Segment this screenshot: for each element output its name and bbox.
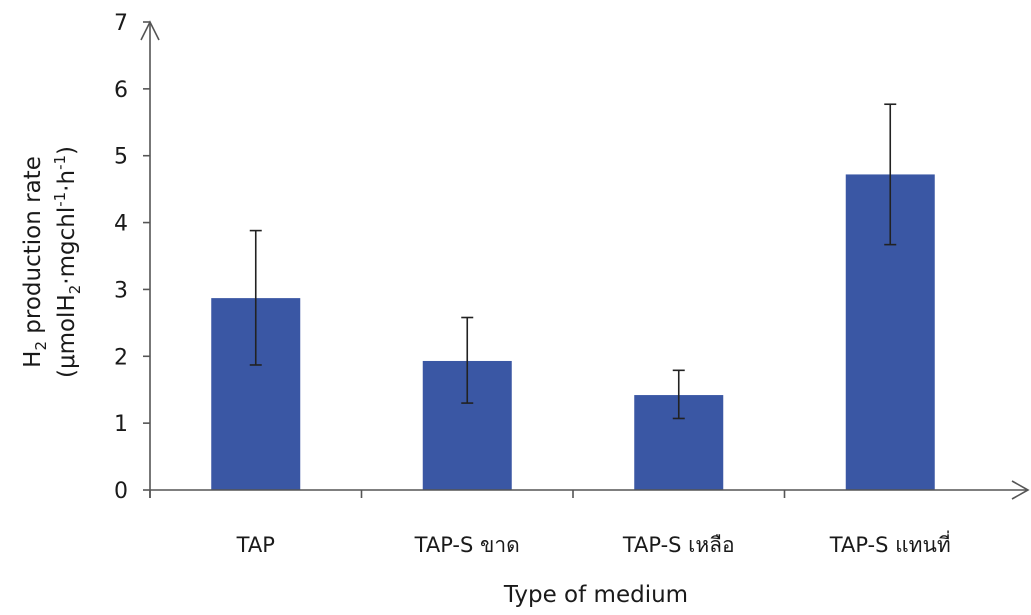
error-bar-3 bbox=[672, 369, 685, 420]
labels-layer: TAP TAP-S ขาด TAP-S เหลือ TAP-S แทนที่ 0 1 2 3 4… bbox=[114, 11, 951, 557]
y-tick-label-2: 2 bbox=[114, 345, 128, 370]
error-bar-1 bbox=[249, 229, 262, 366]
error-bars-layer bbox=[249, 103, 897, 420]
y-axis-title: H2 production rate (μmolH2·mgchl-1·h-1) bbox=[20, 146, 84, 378]
x-axis-title: Type of medium bbox=[503, 582, 688, 608]
y-tick-label-4: 4 bbox=[114, 212, 128, 237]
y-axis-title-line2: (μmolH2·mgchl-1·h-1) bbox=[51, 146, 84, 378]
error-bar-2 bbox=[461, 316, 474, 404]
y-tick-label-7: 7 bbox=[114, 11, 128, 36]
y-tick-label-1: 1 bbox=[114, 412, 128, 437]
y-tick-label-3: 3 bbox=[114, 278, 128, 303]
y-tick-label-5: 5 bbox=[114, 145, 128, 170]
error-bar-4 bbox=[884, 103, 897, 246]
bars-layer bbox=[211, 174, 935, 491]
x-axis-arrow-icon bbox=[1011, 480, 1030, 500]
y-tick-label-6: 6 bbox=[114, 78, 128, 103]
x-tick-label-3: TAP-S เหลือ bbox=[622, 533, 735, 557]
y-tick-label-0: 0 bbox=[114, 479, 128, 504]
x-tick-label-2: TAP-S ขาด bbox=[414, 533, 520, 557]
y-axis-title-line1: H2 production rate bbox=[20, 156, 50, 368]
axes-layer bbox=[140, 20, 1030, 500]
x-tick-label-4: TAP-S แทนที่ bbox=[829, 530, 951, 557]
x-tick-label-1: TAP bbox=[236, 533, 275, 557]
